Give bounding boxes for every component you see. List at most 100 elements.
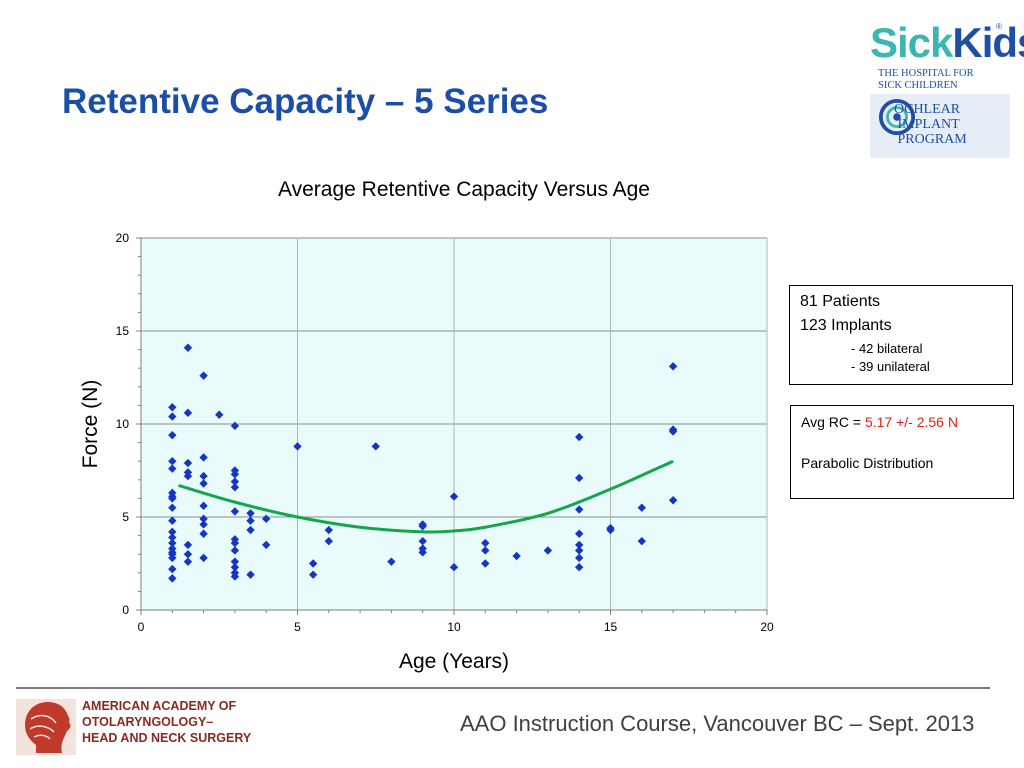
data-point bbox=[575, 432, 584, 442]
data-point bbox=[324, 536, 333, 546]
data-point bbox=[199, 471, 208, 481]
sickkids-logo: SickKids ® THE HOSPITAL FOR SICK CHILDRE… bbox=[866, 14, 1024, 162]
data-point bbox=[168, 430, 177, 440]
sickkids-wordmark: SickKids bbox=[870, 19, 1024, 66]
data-point bbox=[168, 412, 177, 421]
patient-summary-box: 81 Patients 123 Implants - 42 bilateral … bbox=[789, 285, 1013, 385]
data-point bbox=[418, 548, 427, 557]
cochlear-implant-program-badge: OCHLEAR IMPLANT PROGRAM bbox=[870, 94, 1010, 158]
data-point bbox=[606, 525, 615, 535]
y-tick-label: 15 bbox=[116, 324, 130, 338]
data-point bbox=[575, 473, 584, 483]
data-point bbox=[668, 362, 678, 371]
data-point bbox=[199, 553, 208, 563]
data-point bbox=[668, 496, 678, 505]
data-point bbox=[543, 546, 553, 555]
data-point bbox=[168, 464, 177, 473]
data-point bbox=[168, 494, 177, 503]
data-point bbox=[230, 563, 240, 572]
data-point bbox=[199, 520, 208, 529]
y-tick-label: 0 bbox=[122, 603, 129, 617]
parabolic-trendline bbox=[178, 459, 674, 534]
hospital-subtitle: THE HOSPITAL FOR SICK CHILDREN bbox=[878, 68, 974, 91]
data-point bbox=[575, 546, 584, 555]
data-point bbox=[168, 527, 177, 537]
data-point bbox=[230, 538, 240, 548]
data-point bbox=[183, 408, 193, 418]
bilateral-count: - 42 bilateral bbox=[851, 341, 923, 356]
x-axis-label: Age (Years) bbox=[399, 650, 509, 673]
data-point bbox=[168, 564, 177, 574]
aao-hns-name: AMERICAN ACADEMY OF OTOLARYNGOLOGY– HEAD… bbox=[82, 699, 252, 745]
implant-count: 123 Implants bbox=[800, 317, 892, 334]
data-point bbox=[246, 509, 255, 518]
cochlear-swirl-icon bbox=[878, 98, 916, 136]
data-point bbox=[168, 516, 177, 525]
y-tick-label: 20 bbox=[116, 231, 130, 245]
data-point bbox=[481, 538, 490, 548]
x-tick-label: 5 bbox=[294, 620, 301, 634]
data-point bbox=[308, 559, 318, 568]
data-point bbox=[246, 525, 255, 535]
data-point bbox=[199, 453, 208, 462]
y-tick-label: 10 bbox=[116, 417, 130, 431]
data-point bbox=[183, 540, 193, 550]
data-point bbox=[246, 570, 255, 579]
data-point bbox=[230, 557, 240, 566]
data-point bbox=[324, 525, 333, 535]
data-point bbox=[230, 470, 240, 479]
x-tick-label: 0 bbox=[138, 620, 145, 634]
data-point bbox=[449, 492, 459, 501]
data-point bbox=[387, 557, 396, 566]
data-point bbox=[449, 563, 459, 572]
data-point bbox=[575, 505, 584, 514]
data-point bbox=[262, 540, 271, 550]
data-point bbox=[183, 458, 193, 468]
data-point bbox=[215, 410, 224, 419]
data-point bbox=[637, 503, 646, 512]
x-tick-label: 15 bbox=[604, 620, 618, 634]
data-point bbox=[308, 570, 318, 579]
data-point bbox=[246, 516, 255, 525]
patient-count: 81 Patients bbox=[800, 293, 881, 310]
data-point bbox=[668, 427, 678, 436]
program-text: OCHLEAR IMPLANT PROGRAM bbox=[894, 102, 967, 147]
x-tick-label: 10 bbox=[447, 620, 461, 634]
data-point bbox=[199, 529, 208, 538]
data-point bbox=[418, 536, 427, 546]
chart-title: Average Retentive Capacity Versus Age bbox=[277, 178, 650, 201]
data-point bbox=[199, 501, 208, 511]
data-point bbox=[183, 557, 193, 566]
y-tick-label: 5 bbox=[122, 510, 129, 524]
footer-course-text: AAO Instruction Course, Vancouver BC – S… bbox=[460, 711, 975, 736]
data-point bbox=[371, 442, 380, 451]
y-axis-label: Force (N) bbox=[79, 380, 102, 469]
data-point bbox=[230, 477, 240, 486]
data-point bbox=[481, 546, 490, 555]
registered-mark: ® bbox=[996, 22, 1002, 31]
data-point bbox=[168, 574, 177, 583]
data-point bbox=[230, 546, 240, 555]
distribution-label: Parabolic Distribution bbox=[801, 455, 934, 471]
data-point bbox=[183, 343, 193, 352]
retentive-capacity-box: Avg RC = 5.17 +/- 2.56 N Parabolic Distr… bbox=[790, 405, 1014, 499]
data-point bbox=[230, 572, 240, 581]
data-point bbox=[168, 553, 177, 563]
average-rc: Avg RC = 5.17 +/- 2.56 N bbox=[801, 414, 958, 430]
data-point bbox=[481, 559, 490, 568]
data-point bbox=[183, 471, 193, 481]
data-point bbox=[512, 551, 521, 561]
data-point bbox=[168, 503, 177, 512]
data-point bbox=[199, 371, 208, 380]
data-point bbox=[575, 540, 584, 550]
unilateral-count: - 39 unilateral bbox=[851, 359, 930, 374]
data-point bbox=[293, 442, 302, 451]
data-point bbox=[575, 529, 584, 538]
data-point bbox=[230, 483, 240, 492]
data-point bbox=[183, 550, 193, 559]
data-point bbox=[168, 403, 177, 412]
data-point bbox=[575, 563, 584, 572]
footer-divider bbox=[16, 687, 990, 689]
x-tick-label: 20 bbox=[760, 620, 774, 634]
